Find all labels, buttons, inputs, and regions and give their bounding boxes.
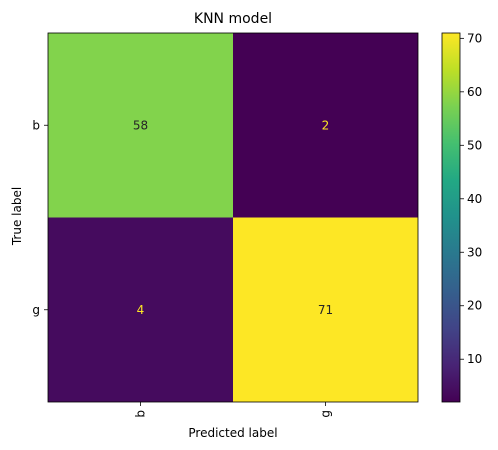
colorbar-gradient xyxy=(442,33,460,402)
cell-value: 58 xyxy=(133,118,148,132)
colorbar-tick-label: 10 xyxy=(467,352,482,366)
y-tick-label: b xyxy=(32,118,40,132)
colorbar-tick-label: 20 xyxy=(467,299,482,313)
heatmap-cell xyxy=(233,33,418,218)
x-tick-label: b xyxy=(134,410,148,418)
colorbar-tick-label: 40 xyxy=(467,192,482,206)
colorbar-tick-label: 30 xyxy=(467,245,482,259)
colorbar-tick-label: 50 xyxy=(467,138,482,152)
colorbar-tick-label: 60 xyxy=(467,85,482,99)
heatmap-cell xyxy=(48,217,233,402)
y-tick-label: g xyxy=(32,303,40,317)
colorbar-tick-label: 70 xyxy=(467,31,482,45)
colorbar-ticks: 10 20 30 40 50 60 70 xyxy=(460,31,482,366)
cell-value: 71 xyxy=(318,303,333,317)
matrix-frame xyxy=(47,32,419,403)
heatmap-cells: 58 2 4 71 xyxy=(48,33,418,402)
y-axis-label: True label xyxy=(10,187,24,246)
cell-value: 2 xyxy=(322,118,330,132)
chart-title: KNN model xyxy=(194,11,272,27)
x-axis-label: Predicted label xyxy=(188,426,277,440)
colorbar-frame xyxy=(441,32,461,403)
heatmap-cell xyxy=(48,33,233,218)
cell-value: 4 xyxy=(137,303,145,317)
heatmap-cell xyxy=(233,217,418,402)
colorbar: 10 20 30 40 50 60 70 xyxy=(441,31,482,403)
y-axis-ticks: bg xyxy=(32,118,48,317)
x-tick-label: g xyxy=(319,410,333,418)
